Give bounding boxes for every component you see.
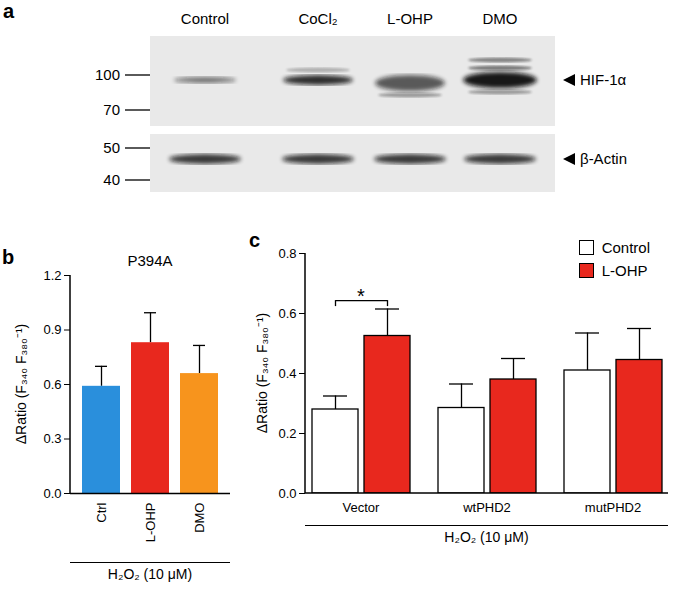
svg-text:1.2: 1.2 bbox=[43, 268, 61, 283]
svg-text:0.2: 0.2 bbox=[278, 426, 296, 441]
svg-text:HIF-1α: HIF-1α bbox=[580, 71, 627, 88]
svg-text:100: 100 bbox=[95, 66, 120, 83]
svg-text:0.0: 0.0 bbox=[278, 486, 296, 501]
svg-text:40: 40 bbox=[103, 171, 120, 188]
html-text:H₂O₂ (10 μM): H₂O₂ (10 μM) bbox=[444, 529, 529, 545]
svg-text:0.4: 0.4 bbox=[278, 366, 296, 381]
svg-text:L-OHP: L-OHP bbox=[387, 10, 433, 27]
svg-text:0.0: 0.0 bbox=[43, 486, 61, 501]
svg-text:wtPHD2: wtPHD2 bbox=[462, 500, 511, 515]
html-text:Control: Control bbox=[601, 239, 650, 256]
html-text:ΔRatio (F₃₄₀ F₃₈₀⁻¹): ΔRatio (F₃₄₀ F₃₈₀⁻¹) bbox=[253, 312, 270, 434]
svg-text:0.6: 0.6 bbox=[278, 306, 296, 321]
svg-text:*: * bbox=[357, 285, 365, 307]
svg-text:0.3: 0.3 bbox=[43, 431, 61, 446]
html-text:H₂O₂ (10 μM): H₂O₂ (10 μM) bbox=[107, 566, 193, 582]
svg-text:Control: Control bbox=[181, 10, 229, 27]
svg-text:DMO: DMO bbox=[192, 503, 207, 533]
svg-text:DMO: DMO bbox=[483, 10, 518, 27]
html-text:b: b bbox=[2, 246, 15, 268]
html-text:ΔRatio (F₃₄₀ F₃₈₀⁻¹): ΔRatio (F₃₄₀ F₃₈₀⁻¹) bbox=[12, 323, 29, 445]
svg-text:0.9: 0.9 bbox=[43, 322, 61, 337]
svg-text:0.6: 0.6 bbox=[43, 377, 61, 392]
html-text:L-OHP: L-OHP bbox=[601, 262, 648, 279]
html-text:P394A: P394A bbox=[127, 252, 173, 269]
svg-text:β-Actin: β-Actin bbox=[580, 150, 627, 167]
svg-text:Ctrl: Ctrl bbox=[94, 502, 109, 522]
svg-text:0.8: 0.8 bbox=[278, 246, 296, 261]
svg-text:Vector: Vector bbox=[343, 500, 381, 515]
svg-text:CoCl₂: CoCl₂ bbox=[298, 10, 337, 27]
svg-text:50: 50 bbox=[103, 139, 120, 156]
svg-text:mutPHD2: mutPHD2 bbox=[585, 500, 641, 515]
svg-text:L-OHP: L-OHP bbox=[143, 503, 158, 543]
html-text:c: c bbox=[249, 229, 261, 251]
svg-text:a: a bbox=[3, 0, 15, 22]
svg-text:70: 70 bbox=[103, 101, 120, 118]
